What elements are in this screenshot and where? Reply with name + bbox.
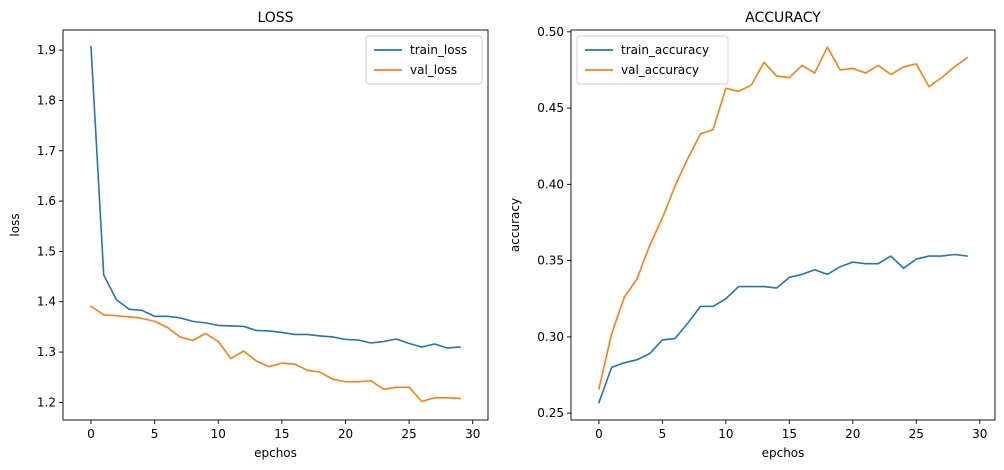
y-axis-label: accuracy (508, 198, 522, 252)
legend: train_loss val_loss (365, 35, 483, 85)
x-tick-label: 25 (401, 427, 416, 441)
legend-label: val_accuracy (621, 63, 699, 77)
y-tick-label: 0.40 (537, 177, 564, 191)
y-tick-label: 1.4 (37, 295, 56, 309)
y-tick-label: 0.50 (537, 25, 564, 39)
series-line-train-accuracy (597, 253, 968, 404)
legend: train_accuracy val_accuracy (576, 35, 729, 85)
y-tick-label: 0.25 (537, 406, 564, 420)
legend-box (576, 35, 729, 85)
x-axis-label: epchos (762, 446, 805, 460)
x-tick-label: 0 (595, 427, 603, 441)
plot-frame (570, 29, 996, 421)
x-tick-label: 5 (151, 427, 159, 441)
x-tick-label: 15 (274, 427, 289, 441)
x-tick-label: 20 (845, 427, 860, 441)
series-line-val-accuracy (597, 46, 969, 390)
accuracy-subplot: ACCURACY epchos accuracy 0 5 10 15 20 25 30 0.2… (508, 10, 996, 460)
x-tick-label: 10 (211, 427, 226, 441)
legend-entry: val_loss (374, 63, 457, 77)
y-tick-label: 1.2 (37, 395, 56, 409)
y-tick-label: 1.8 (37, 93, 56, 107)
x-axis-label: epchos (254, 446, 297, 460)
x-tick-label: 20 (338, 427, 353, 441)
series-line-train-loss (90, 45, 461, 349)
plot-frame (62, 29, 489, 421)
y-tick-label: 1.6 (37, 194, 56, 208)
x-tick-label: 25 (909, 427, 924, 441)
chart-title: ACCURACY (745, 10, 821, 26)
y-tick-label: 1.7 (37, 144, 56, 158)
chart-title: LOSS (257, 10, 293, 26)
y-axis-label: loss (8, 213, 22, 236)
x-tick-label: 5 (659, 427, 667, 441)
y-tick-label: 0.30 (537, 330, 564, 344)
loss-subplot: LOSS epchos loss 0 5 10 15 20 25 30 1.2 1.3 1.4 1.… (8, 10, 489, 460)
y-tick-label: 0.35 (537, 254, 564, 268)
y-tick-label: 1.9 (37, 43, 56, 57)
y-tick-label: 0.45 (537, 101, 564, 115)
x-tick-label: 0 (87, 427, 95, 441)
series-line-val-loss (89, 305, 461, 403)
x-tick-label: 30 (465, 427, 480, 441)
y-tick-label: 1.5 (37, 244, 56, 258)
x-tick-label: 30 (972, 427, 987, 441)
legend-label: train_loss (410, 43, 467, 57)
legend-label: val_loss (410, 63, 457, 77)
legend-label: train_accuracy (621, 43, 709, 57)
x-tick-label: 15 (782, 427, 797, 441)
x-tick-label: 10 (718, 427, 733, 441)
legend-box (365, 35, 483, 85)
y-tick-label: 1.3 (37, 345, 56, 359)
legend-entry: train_accuracy (585, 43, 709, 57)
legend-entry: train_loss (374, 43, 467, 57)
legend-entry: val_accuracy (585, 63, 699, 77)
